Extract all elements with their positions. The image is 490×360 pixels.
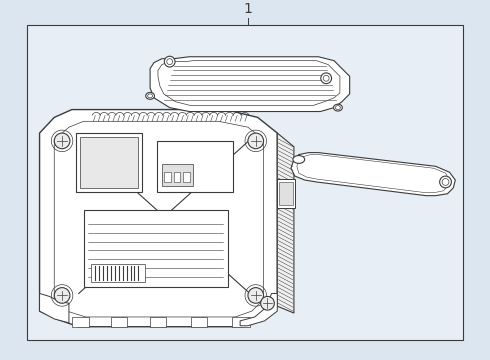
Bar: [164, 172, 171, 182]
Bar: [173, 172, 180, 182]
Polygon shape: [150, 57, 350, 112]
Bar: [111, 317, 126, 327]
Text: 1: 1: [244, 2, 252, 16]
Circle shape: [54, 288, 70, 303]
Bar: [76, 133, 142, 192]
Circle shape: [261, 296, 274, 310]
Bar: [80, 137, 138, 188]
Bar: [92, 264, 145, 282]
Circle shape: [54, 133, 70, 149]
Bar: [162, 165, 193, 186]
Polygon shape: [291, 153, 455, 195]
Circle shape: [321, 73, 332, 84]
Bar: [84, 210, 228, 287]
Ellipse shape: [293, 156, 305, 163]
Bar: [191, 317, 207, 327]
Polygon shape: [40, 293, 69, 323]
Circle shape: [440, 176, 451, 188]
Bar: [183, 172, 190, 182]
Polygon shape: [40, 109, 277, 327]
Bar: [277, 179, 295, 208]
Ellipse shape: [334, 104, 343, 111]
Bar: [232, 317, 250, 327]
Polygon shape: [277, 133, 294, 313]
Circle shape: [248, 288, 264, 303]
Circle shape: [248, 133, 264, 149]
Bar: [150, 317, 166, 327]
Bar: [157, 141, 233, 192]
Circle shape: [164, 56, 175, 67]
Ellipse shape: [146, 93, 154, 99]
Polygon shape: [240, 293, 277, 326]
Bar: [279, 182, 293, 206]
Bar: [27, 26, 463, 341]
Bar: [72, 317, 90, 327]
